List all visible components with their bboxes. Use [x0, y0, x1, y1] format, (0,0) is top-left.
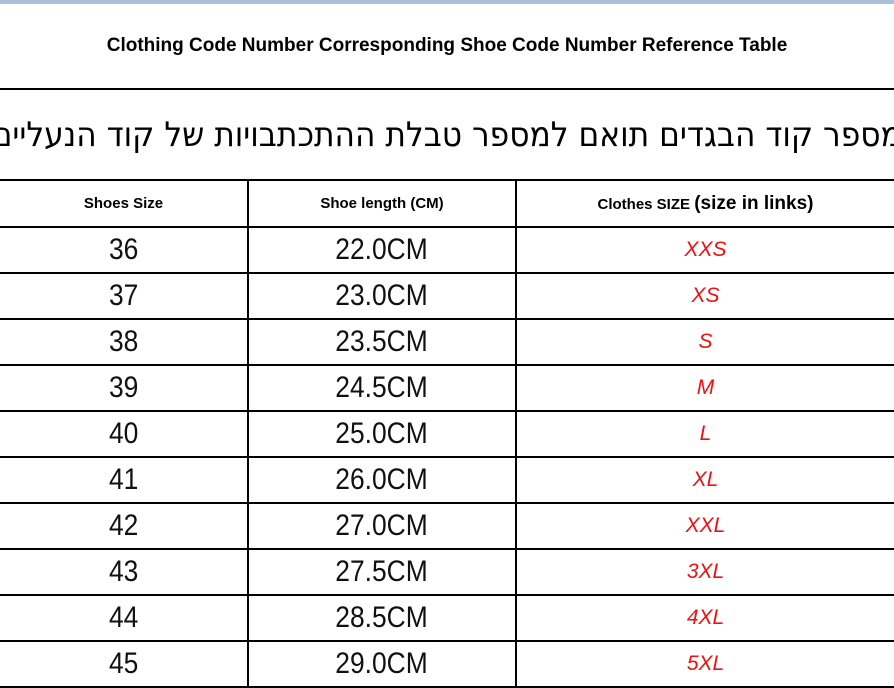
- size-reference-table: Shoes Size Shoe length (CM) Clothes SIZE…: [0, 179, 894, 688]
- column-header-clothes-size-note: (size in links): [694, 192, 814, 214]
- page-subtitle-hebrew: מספר קוד הבגדים תואם למספר טבלת ההתכתבוי…: [0, 114, 894, 155]
- clothes-size-cell: XS: [516, 273, 894, 320]
- clothes-size-cell: XXS: [516, 227, 894, 274]
- shoes-size-cell: 45: [0, 641, 249, 688]
- table-row: 45 29.0CM 5XL: [0, 641, 894, 688]
- horizontal-divider: [0, 88, 894, 90]
- clothes-size-cell: XXL: [516, 503, 894, 550]
- shoes-size-cell: 40: [0, 411, 249, 458]
- subtitle-block: מספר קוד הבגדים תואם למספר טבלת ההתכתבוי…: [0, 90, 894, 179]
- table-row: 38 23.5CM S: [0, 319, 894, 366]
- shoes-size-cell: 43: [0, 549, 249, 596]
- clothes-size-cell: L: [516, 411, 894, 458]
- shoe-length-cell: 26.0CM: [248, 457, 517, 504]
- table-row: 37 23.0CM XS: [0, 273, 894, 320]
- column-header-clothes-size-main: Clothes SIZE: [597, 195, 691, 213]
- clothes-size-cell: 3XL: [516, 549, 894, 596]
- column-header-clothes-size: Clothes SIZE (size in links): [516, 180, 894, 228]
- shoe-length-cell: 23.5CM: [248, 319, 517, 366]
- shoe-length-cell: 28.5CM: [248, 595, 517, 642]
- clothes-size-cell: S: [516, 319, 894, 366]
- shoe-length-cell: 23.0CM: [248, 273, 517, 320]
- column-header-shoe-length: Shoe length (CM): [248, 180, 517, 228]
- table-row: 42 27.0CM XXL: [0, 503, 894, 550]
- shoe-length-cell: 25.0CM: [248, 411, 517, 458]
- shoe-length-cell: 27.5CM: [248, 549, 517, 596]
- shoes-size-cell: 41: [0, 457, 249, 504]
- shoe-length-cell: 29.0CM: [248, 641, 517, 688]
- shoe-length-cell: 22.0CM: [248, 227, 517, 274]
- shoes-size-cell: 38: [0, 319, 249, 366]
- shoe-length-cell: 27.0CM: [248, 503, 517, 550]
- table-row: 43 27.5CM 3XL: [0, 549, 894, 596]
- table-row: 40 25.0CM L: [0, 411, 894, 458]
- clothes-size-cell: M: [516, 365, 894, 412]
- table-header-row: Shoes Size Shoe length (CM) Clothes SIZE…: [0, 180, 894, 228]
- shoes-size-cell: 44: [0, 595, 249, 642]
- clothes-size-cell: 5XL: [516, 641, 894, 688]
- shoes-size-cell: 36: [0, 227, 249, 274]
- shoes-size-cell: 39: [0, 365, 249, 412]
- clothes-size-cell: XL: [516, 457, 894, 504]
- title-block: Clothing Code Number Corresponding Shoe …: [0, 4, 894, 88]
- shoes-size-cell: 42: [0, 503, 249, 550]
- table-row: 36 22.0CM XXS: [0, 227, 894, 274]
- table-row: 41 26.0CM XL: [0, 457, 894, 504]
- table-row: 39 24.5CM M: [0, 365, 894, 412]
- column-header-shoes-size: Shoes Size: [0, 180, 249, 228]
- shoes-size-cell: 37: [0, 273, 249, 320]
- top-accent-bar: [0, 0, 894, 4]
- page-title: Clothing Code Number Corresponding Shoe …: [106, 35, 788, 56]
- table-row: 44 28.5CM 4XL: [0, 595, 894, 642]
- shoe-length-cell: 24.5CM: [248, 365, 517, 412]
- clothes-size-cell: 4XL: [516, 595, 894, 642]
